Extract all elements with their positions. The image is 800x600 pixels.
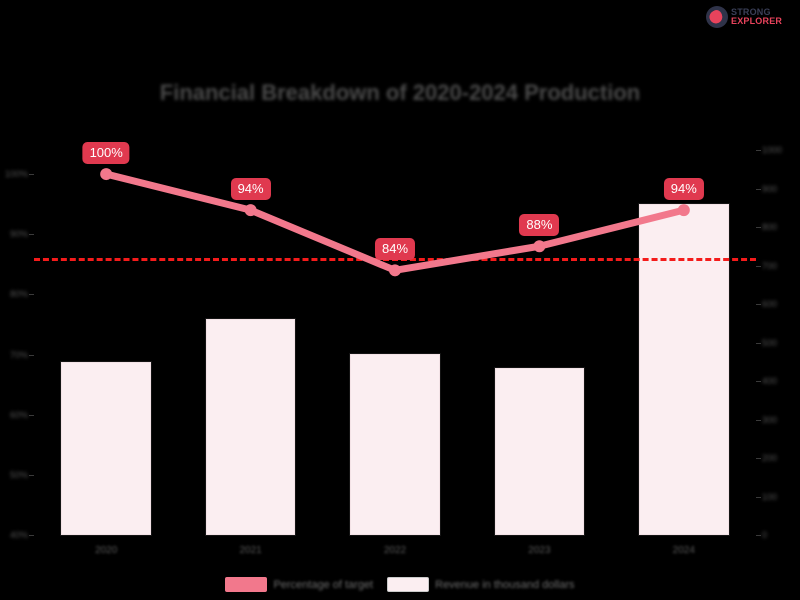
left-axis-tick-label: 80%: [9, 289, 28, 300]
site-logo: STRONG EXPLORER: [706, 4, 792, 30]
right-tick-mark: [756, 188, 761, 190]
bar[interactable]: [61, 361, 151, 535]
right-tick-mark: [756, 227, 761, 228]
right-tick-mark: [756, 342, 761, 344]
left-axis-tick-label: 50%: [9, 469, 28, 480]
category-axis-label: 2023: [528, 545, 551, 556]
legend-item[interactable]: Revenue in thousand dollars: [387, 577, 575, 592]
right-axis-tick-label: 0: [762, 530, 768, 540]
logo-wordmark: STRONG EXPLORER: [731, 8, 782, 26]
left-axis-tick-label: 70%: [9, 349, 28, 360]
logo-line-1: STRONG: [731, 7, 771, 17]
right-axis-tick-label: 1000: [762, 145, 783, 155]
legend-label: Percentage of target: [273, 578, 374, 591]
right-axis-tick-label: 500: [762, 337, 778, 348]
bar[interactable]: [494, 367, 585, 535]
category-axis-label: 2024: [672, 545, 695, 556]
left-axis-tick-label: 100%: [4, 169, 28, 180]
line-marker[interactable]: [677, 204, 690, 217]
line-marker[interactable]: [244, 204, 257, 217]
data-label: 100%: [82, 142, 130, 165]
right-axis-tick-label: 100: [762, 491, 778, 502]
right-axis-tick-label: 800: [762, 222, 778, 232]
line-series: [100, 168, 690, 277]
data-label: 88%: [519, 214, 560, 237]
circle-leaf-icon: [706, 6, 728, 28]
bar[interactable]: [205, 319, 296, 535]
right-tick-mark: [756, 496, 761, 498]
right-tick-mark: [756, 419, 761, 421]
right-tick-mark: [756, 535, 761, 536]
plot-area: 100% 90% 80% 70% 60% 50% 40% 1000 900 800 700 600 5…: [5, 142, 782, 556]
right-tick-mark: [756, 150, 761, 151]
data-label: 94%: [230, 178, 271, 201]
category-axis-label: 2022: [383, 545, 407, 556]
right-axis-tick-label: 700: [762, 260, 778, 271]
left-tick-mark: [29, 174, 34, 176]
left-tick-mark: [29, 414, 34, 416]
category-axis-label: 2020: [95, 545, 118, 556]
line-marker[interactable]: [100, 168, 113, 181]
left-tick-mark: [29, 354, 34, 356]
right-axis-tick-label: 600: [762, 299, 778, 309]
right-tick-mark: [756, 304, 761, 305]
left-tick-mark: [29, 294, 34, 296]
line-marker[interactable]: [389, 264, 401, 277]
left-tick-mark: [29, 474, 34, 476]
right-axis-tick-label: 900: [762, 183, 778, 194]
chart-legend: Percentage of target Revenue in thousand …: [0, 577, 800, 592]
category-axis-label: 2021: [239, 545, 262, 556]
legend-label: Revenue in thousand dollars: [435, 578, 575, 591]
right-axis-tick-label: 400: [762, 376, 778, 386]
left-axis-tick-label: 90%: [9, 229, 28, 240]
right-tick-mark: [756, 381, 761, 382]
data-label: 84%: [374, 238, 416, 261]
legend-item[interactable]: Percentage of target: [225, 577, 373, 592]
chart-title: Financial Breakdown of 2020-2024 Product…: [159, 80, 641, 105]
right-tick-mark: [756, 458, 761, 459]
bar[interactable]: [350, 354, 440, 535]
left-axis-tick-label: 60%: [9, 409, 28, 420]
line-marker[interactable]: [533, 240, 546, 253]
left-tick-mark: [29, 234, 34, 236]
right-axis-tick-label: 300: [762, 414, 778, 425]
left-axis-tick-label: 40%: [9, 530, 28, 540]
legend-swatch: [225, 577, 268, 592]
left-tick-mark: [29, 535, 34, 536]
right-tick-mark: [756, 265, 761, 267]
legend-swatch: [387, 577, 430, 592]
logo-line-2: EXPLORER: [731, 16, 783, 26]
right-axis-tick-label: 200: [762, 453, 778, 463]
data-label: 94%: [663, 178, 704, 201]
